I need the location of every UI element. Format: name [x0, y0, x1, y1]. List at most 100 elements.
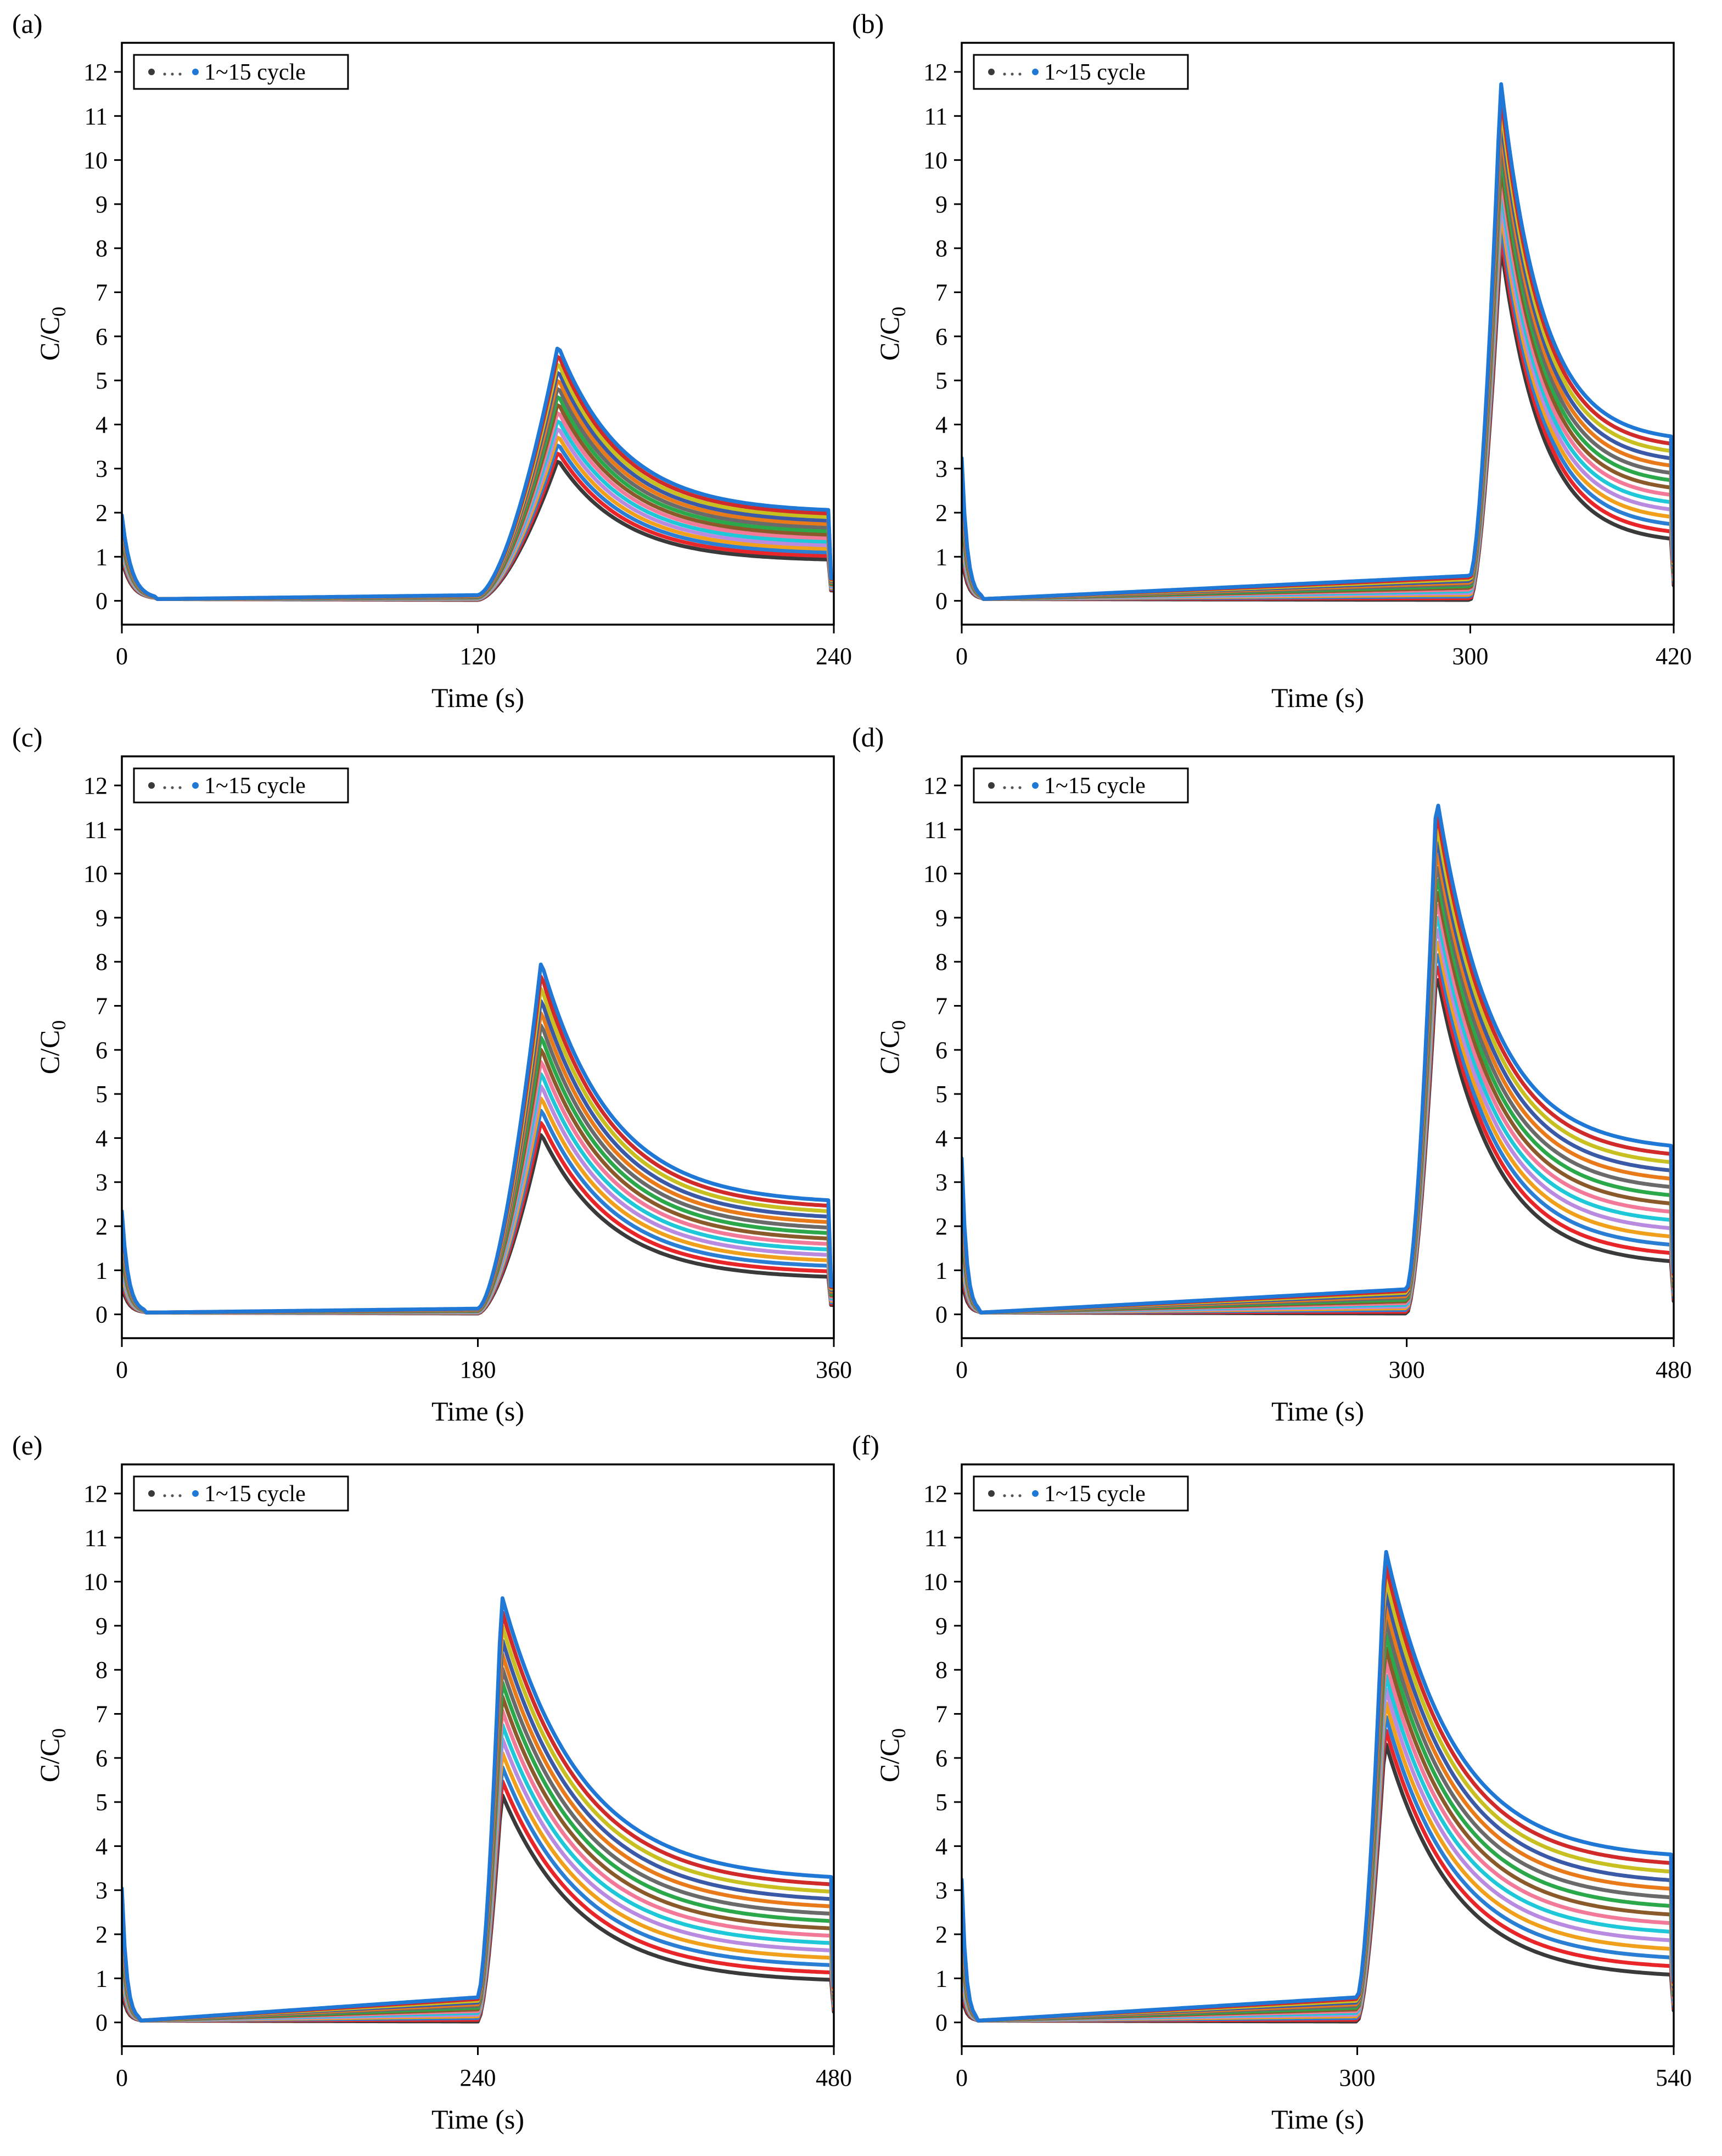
x-tick-label: 0: [956, 1356, 968, 1383]
y-tick-label: 6: [935, 1745, 947, 1772]
y-tick-label: 9: [935, 1613, 947, 1640]
legend-ellipsis-dot: [171, 1494, 174, 1497]
y-axis-label: C/C0: [34, 1728, 70, 1783]
legend: 1~15 cycle: [133, 767, 349, 804]
y-tick-label: 7: [935, 279, 947, 306]
series-line-cycle-1: [122, 1793, 834, 2024]
x-tick-label: 420: [1656, 643, 1692, 670]
legend-dot-last: [192, 782, 199, 789]
y-tick-label: 4: [96, 1833, 108, 1860]
y-tick-label: 8: [96, 948, 108, 975]
legend-box: [973, 54, 1189, 90]
panel-label: (d): [852, 722, 884, 753]
y-tick-label: 11: [85, 1524, 108, 1551]
legend-dot-first: [988, 1490, 995, 1497]
legend-box: [133, 1475, 349, 1512]
series-line-cycle-10: [122, 387, 834, 601]
x-axis-label: Time (s): [1271, 682, 1364, 713]
x-tick-label: 300: [1452, 643, 1488, 670]
series-group: [122, 962, 834, 1316]
y-tick-label: 12: [83, 772, 108, 799]
series-line-cycle-2: [122, 1779, 834, 2023]
series-line-cycle-12: [962, 841, 1674, 1315]
series-line-cycle-4: [962, 940, 1674, 1315]
series-line-cycle-7: [962, 1660, 1674, 2023]
x-tick-label: 0: [956, 643, 968, 670]
legend-label: 1~15 cycle: [204, 1481, 306, 1507]
x-axis-label: Time (s): [1271, 2104, 1364, 2135]
y-tick-label: 0: [96, 588, 108, 615]
legend-ellipsis-dot: [1011, 786, 1014, 789]
legend-dot-last: [1032, 1490, 1039, 1497]
y-tick-label: 8: [935, 948, 947, 975]
series-line-cycle-13: [122, 1624, 834, 2023]
panel-label: (e): [12, 1430, 43, 1461]
y-tick-label: 1: [935, 1257, 947, 1284]
legend-ellipsis-dot: [1003, 786, 1006, 789]
legend-ellipsis-dot: [178, 1494, 182, 1497]
y-tick-label: 3: [935, 1877, 947, 1904]
legend-dot-last: [1032, 782, 1039, 789]
series-group: [962, 82, 1674, 602]
y-tick-label: 3: [96, 456, 108, 482]
y-tick-label: 7: [96, 993, 108, 1020]
series-line-cycle-8: [962, 891, 1674, 1315]
x-axis-label: Time (s): [431, 682, 524, 713]
legend-label: 1~15 cycle: [1044, 773, 1146, 799]
series-line-cycle-11: [962, 128, 1674, 601]
legend-dot-first: [148, 1490, 155, 1497]
series-line-cycle-14: [962, 93, 1674, 601]
x-tick-label: 180: [460, 1356, 496, 1383]
legend-ellipsis-dot: [1018, 72, 1022, 76]
legend: 1~15 cycle: [133, 54, 349, 90]
y-tick-label: 9: [96, 905, 108, 931]
y-tick-label: 4: [96, 1125, 108, 1152]
y-tick-label: 4: [935, 1833, 947, 1860]
x-tick-label: 300: [1339, 2064, 1376, 2091]
y-tick-label: 9: [96, 191, 108, 218]
x-tick-label: 0: [116, 2064, 128, 2091]
legend-dot-last: [192, 1490, 199, 1497]
panel-label: (b): [852, 8, 884, 39]
y-tick-label: 3: [96, 1169, 108, 1196]
series-line-cycle-11: [122, 379, 834, 601]
series-line-cycle-13: [122, 363, 834, 601]
series-line-cycle-5: [962, 928, 1674, 1315]
y-tick-label: 5: [96, 1789, 108, 1816]
x-tick-label: 360: [816, 1356, 852, 1383]
series-group: [122, 1596, 834, 2024]
y-tick-label: 10: [83, 1569, 108, 1596]
y-axis-label: C/C0: [874, 1020, 910, 1075]
series-line-cycle-15: [962, 1549, 1674, 2023]
legend-ellipsis-dot: [171, 786, 174, 789]
series-line-cycle-8: [962, 1646, 1674, 2023]
y-tick-label: 0: [935, 588, 947, 615]
series-line-cycle-9: [962, 878, 1674, 1315]
legend: 1~15 cycle: [973, 1475, 1189, 1512]
y-tick-label: 1: [96, 1257, 108, 1284]
legend: 1~15 cycle: [973, 767, 1189, 804]
y-tick-label: 5: [935, 367, 947, 394]
y-tick-label: 0: [935, 1301, 947, 1328]
x-tick-label: 0: [116, 1356, 128, 1383]
legend-box: [973, 1475, 1189, 1512]
y-tick-label: 11: [924, 103, 947, 130]
series-line-cycle-11: [962, 854, 1674, 1315]
legend: 1~15 cycle: [973, 54, 1189, 90]
y-tick-label: 2: [96, 1213, 108, 1240]
legend: 1~15 cycle: [133, 1475, 349, 1512]
x-tick-label: 540: [1656, 2064, 1692, 2091]
series-line-cycle-15: [962, 82, 1674, 601]
legend-ellipsis-dot: [1018, 786, 1022, 789]
legend-box: [133, 54, 349, 90]
y-tick-label: 10: [923, 147, 947, 174]
series-group: [962, 1549, 1674, 2024]
legend-label: 1~15 cycle: [204, 60, 306, 85]
legend-ellipsis-dot: [1018, 1494, 1022, 1497]
legend-label: 1~15 cycle: [1044, 1481, 1146, 1507]
x-axis-label: Time (s): [1271, 1396, 1364, 1427]
y-tick-label: 1: [96, 1965, 108, 1992]
